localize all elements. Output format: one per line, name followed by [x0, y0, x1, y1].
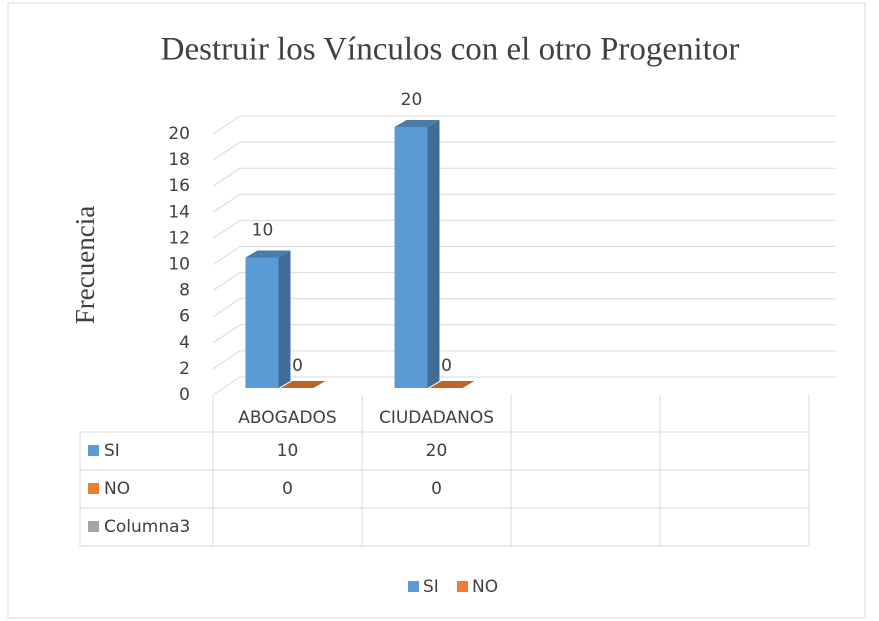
x-tick-label: CIUDADANOS [379, 408, 494, 428]
grid-line-side [212, 193, 241, 213]
bar-face [427, 120, 440, 388]
bar [429, 381, 475, 388]
bar-face [245, 250, 291, 258]
bar-face [245, 257, 279, 388]
table-legend-key [88, 483, 99, 494]
bar [245, 250, 291, 388]
grid-line-side [212, 350, 241, 370]
y-tick-label: 4 [179, 333, 190, 353]
bar [280, 381, 326, 388]
y-tick-label: 12 [168, 228, 190, 248]
grid-line-side [212, 167, 241, 187]
y-tick-label: 0 [179, 385, 190, 405]
table-cell: 10 [277, 441, 299, 461]
table-row-label: NO [104, 479, 130, 499]
y-tick-label: 8 [179, 281, 190, 301]
bar-face [394, 127, 428, 388]
bar-face [429, 381, 475, 388]
table-cell: 0 [282, 479, 293, 499]
table-cell: 0 [431, 479, 442, 499]
data-label: 0 [292, 356, 303, 376]
table-legend-key [88, 445, 99, 456]
grid-line-side [212, 272, 241, 292]
bar-face [280, 381, 326, 388]
grid-line-side [212, 376, 241, 396]
grid-line-side [212, 324, 241, 344]
legend-key [408, 581, 419, 592]
bar [394, 120, 440, 388]
data-label: 20 [401, 90, 423, 110]
y-tick-label: 14 [168, 202, 190, 222]
data-label: 0 [441, 356, 452, 376]
y-tick-label: 2 [179, 359, 190, 379]
table-cell: 20 [426, 441, 448, 461]
bar-face [394, 120, 440, 127]
table-row-label: Columna3 [104, 517, 190, 537]
legend-key [457, 581, 468, 592]
grid-line-side [212, 246, 241, 265]
data-label: 10 [252, 221, 274, 241]
y-tick-label: 10 [168, 255, 190, 275]
table-legend-key [88, 521, 99, 532]
grid-line-side [212, 298, 241, 318]
grid-line-side [212, 141, 241, 161]
table-row-label: SI [104, 441, 120, 461]
legend-label: NO [472, 577, 498, 597]
y-tick-label: 18 [168, 150, 190, 170]
chart-title: Destruir los Vínculos con el otro Progen… [161, 32, 740, 68]
x-tick-label: ABOGADOS [238, 408, 336, 428]
y-tick-label: 16 [168, 176, 190, 196]
grid-line-side [212, 115, 241, 135]
y-tick-label: 6 [179, 307, 190, 327]
bar-face [278, 250, 291, 388]
y-tick-label: 20 [168, 124, 190, 144]
legend-label: SI [423, 577, 439, 597]
y-axis-label: Frecuencia [70, 206, 100, 324]
grid-line-side [212, 219, 241, 239]
